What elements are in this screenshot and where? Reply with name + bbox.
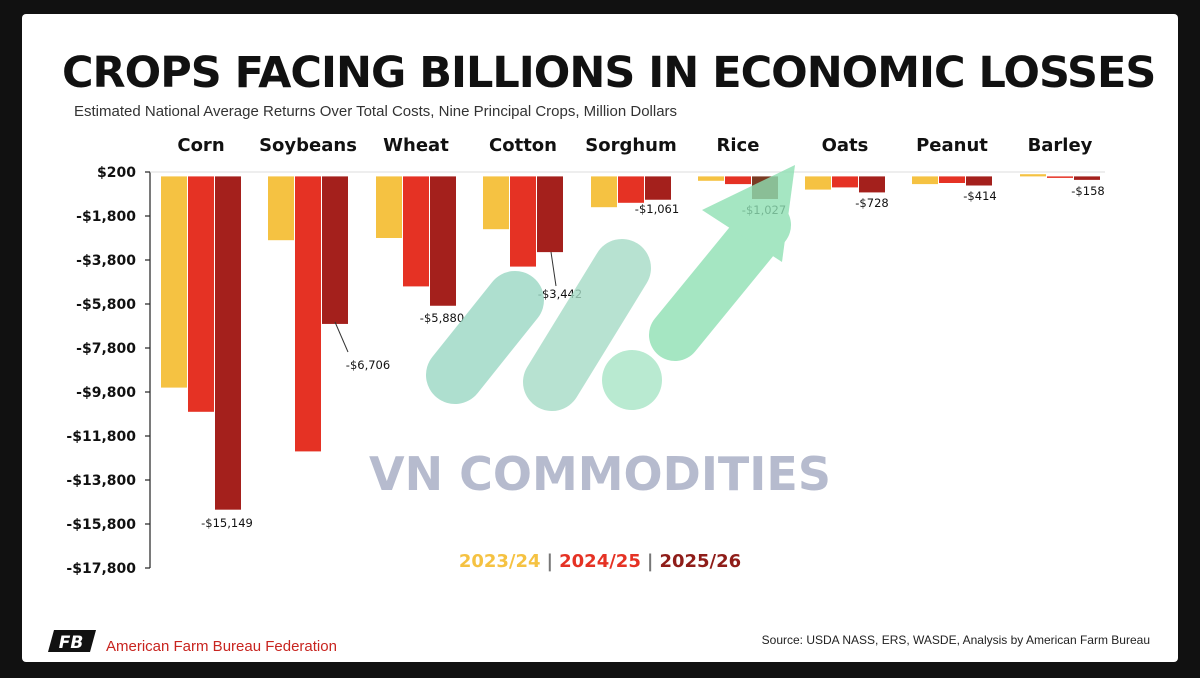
- label-leader-line: [550, 251, 557, 287]
- legend-2025-26: 2025/26: [659, 551, 742, 572]
- organization-name: American Farm Bureau Federation: [106, 638, 337, 655]
- value-label-cotton: -$3,442: [538, 287, 582, 301]
- bar-cotton-2023-24: [483, 176, 509, 230]
- bar-oats-2023-24: [805, 176, 831, 190]
- value-label-sorghum: -$1,061: [635, 202, 679, 216]
- value-label-barley: -$158: [1071, 184, 1104, 198]
- y-tick-label: -$9,800: [76, 385, 136, 401]
- bar-rice-2024-25: [725, 176, 751, 185]
- category-label-peanut: Peanut: [916, 135, 988, 156]
- bar-sorghum-2024-25: [618, 176, 644, 203]
- value-label-rice: -$1,027: [742, 203, 786, 217]
- legend-2023-24: 2023/24: [458, 551, 541, 572]
- category-label-corn: Corn: [177, 135, 224, 156]
- logo-text: FB: [59, 633, 84, 653]
- category-label-sorghum: Sorghum: [585, 135, 676, 156]
- category-label-cotton: Cotton: [489, 135, 557, 156]
- chart-subtitle: Estimated National Average Returns Over …: [74, 103, 678, 120]
- y-tick-label: -$3,800: [76, 253, 136, 269]
- label-leader-line: [334, 321, 349, 353]
- y-tick-label: $200: [97, 165, 136, 181]
- category-labels: Corn Soybeans Wheat Cotton Sorghum Rice Oats Pe…: [177, 135, 1092, 156]
- bar-wheat-2024-25: [403, 176, 429, 287]
- legend: 2023/24 | 2024/25 | 2025/26: [0, 551, 1200, 572]
- bar-peanut-2023-24: [912, 176, 938, 185]
- y-tick-label: -$15,800: [66, 517, 136, 533]
- bar-peanut-2025-26: [966, 176, 992, 186]
- category-label-wheat: Wheat: [383, 135, 449, 156]
- legend-separator: |: [546, 551, 554, 572]
- y-tick-label: -$5,800: [76, 297, 136, 313]
- bar-corn-2025-26: [215, 176, 241, 510]
- bar-wheat-2025-26: [430, 176, 456, 306]
- chart-title: CROPS FACING BILLIONS IN ECONOMIC LOSSES: [62, 48, 1156, 98]
- bar-oats-2024-25: [832, 176, 858, 188]
- y-tick-label: -$7,800: [76, 341, 136, 357]
- bar-rice-2023-24: [698, 176, 724, 181]
- bar-barley-2024-25: [1047, 176, 1073, 178]
- value-label-oats: -$728: [855, 196, 888, 210]
- value-label-corn: -$15,149: [201, 516, 253, 530]
- bar-corn-2023-24: [161, 176, 187, 388]
- value-label-wheat: -$5,880: [420, 311, 464, 325]
- bar-soybeans-2023-24: [268, 176, 294, 241]
- bar-corn-2024-25: [188, 176, 214, 412]
- source-note: Source: USDA NASS, ERS, WASDE, Analysis …: [761, 633, 1150, 647]
- bar-peanut-2024-25: [939, 176, 965, 183]
- bar-sorghum-2023-24: [591, 176, 617, 208]
- bar-sorghum-2025-26: [645, 176, 671, 200]
- category-label-rice: Rice: [717, 135, 760, 156]
- bar-cotton-2025-26: [537, 176, 563, 253]
- bar-wheat-2023-24: [376, 176, 402, 238]
- bar-soybeans-2025-26: [322, 176, 348, 324]
- legend-separator: |: [646, 551, 654, 572]
- value-label-soybeans: -$6,706: [346, 358, 390, 372]
- bars: [161, 174, 1100, 510]
- y-tick-label: -$11,800: [66, 429, 136, 445]
- bar-cotton-2024-25: [510, 176, 536, 267]
- bar-rice-2025-26: [752, 176, 778, 199]
- legend-2024-25: 2024/25: [559, 551, 641, 572]
- category-label-barley: Barley: [1028, 135, 1093, 156]
- afbf-logo-icon: FB: [48, 630, 96, 653]
- category-label-soybeans: Soybeans: [259, 135, 357, 156]
- bar-barley-2025-26: [1074, 176, 1100, 180]
- category-label-oats: Oats: [822, 135, 869, 156]
- bar-soybeans-2024-25: [295, 176, 321, 452]
- bar-barley-2023-24: [1020, 174, 1046, 177]
- value-label-peanut: -$414: [963, 189, 996, 203]
- bar-oats-2025-26: [859, 176, 885, 193]
- y-tick-label: -$1,800: [76, 209, 136, 225]
- y-tick-label: -$13,800: [66, 473, 136, 489]
- y-tick-label: -$17,800: [66, 561, 136, 577]
- y-axis: $200 -$1,800 -$3,800 -$5,800 -$7,800 -$9,800 -…: [66, 165, 1105, 577]
